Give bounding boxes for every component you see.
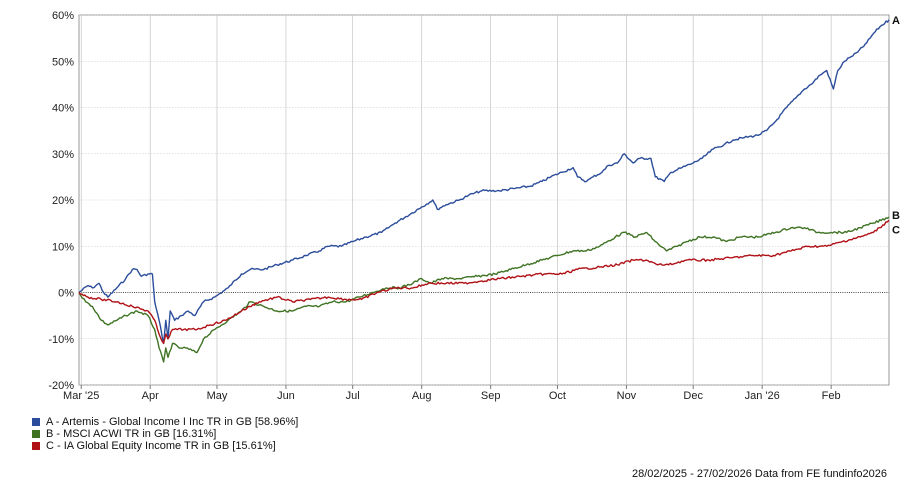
x-tick-label: Jan '26 — [745, 390, 780, 402]
y-tick-label: 60% — [52, 10, 74, 22]
data-source-footer: 28/02/2025 - 27/02/2026 Data from FE fun… — [631, 468, 887, 480]
series-end-labels: A BC — [892, 15, 900, 236]
legend-label-c: C - IA Global Equity Income TR in GB [15… — [46, 440, 276, 452]
legend-label-b: B - MSCI ACWI TR in GB [16.31%] — [46, 428, 217, 440]
y-axis-ticks: 60% 50% 40% 30% 20% 10% 0% -10% -20% — [48, 10, 74, 392]
y-tick-label: -10% — [48, 334, 74, 346]
legend-swatch-c — [32, 442, 40, 450]
legend-label-a: A - Artemis - Global Income I Inc TR in … — [46, 416, 299, 428]
x-tick-label: Jul — [346, 390, 360, 402]
x-axis-ticks: Mar '25 Apr May Jun Jul Aug Sep Oct Nov Dec Jan '2… — [63, 385, 841, 402]
x-tick-label: May — [207, 390, 228, 402]
x-tick-label: Apr — [142, 390, 159, 402]
end-label-a: A — [892, 15, 900, 27]
x-tick-label: Oct — [549, 390, 566, 402]
x-tick-label: Jun — [277, 390, 295, 402]
y-tick-label: 10% — [52, 241, 74, 253]
x-tick-label: Mar '25 — [63, 390, 99, 402]
chart-grid — [78, 14, 890, 386]
legend-item-c: C - IA Global Equity Income TR in GB [15… — [32, 440, 298, 452]
y-tick-label: 20% — [52, 195, 74, 207]
series-lines — [78, 19, 890, 363]
series-line-b — [78, 216, 890, 363]
end-label-c: C — [892, 224, 900, 236]
y-tick-label: 40% — [52, 103, 74, 115]
series-line-c — [78, 219, 890, 345]
legend-swatch-a — [32, 418, 40, 426]
series-line-a — [78, 19, 890, 345]
x-tick-label: Dec — [683, 390, 703, 402]
y-tick-label: 0% — [58, 288, 74, 300]
x-tick-label: Sep — [481, 390, 501, 402]
end-label-b: B — [892, 210, 900, 222]
legend-swatch-b — [32, 430, 40, 438]
y-tick-label: 30% — [52, 149, 74, 161]
legend: A - Artemis - Global Income I Inc TR in … — [32, 416, 298, 452]
x-tick-label: Aug — [412, 390, 432, 402]
legend-item-b: B - MSCI ACWI TR in GB [16.31%] — [32, 428, 298, 440]
y-tick-label: 50% — [52, 56, 74, 68]
y-tick-label: -20% — [48, 380, 74, 392]
x-tick-label: Nov — [617, 390, 637, 402]
legend-item-a: A - Artemis - Global Income I Inc TR in … — [32, 416, 298, 428]
x-tick-label: Feb — [822, 390, 841, 402]
